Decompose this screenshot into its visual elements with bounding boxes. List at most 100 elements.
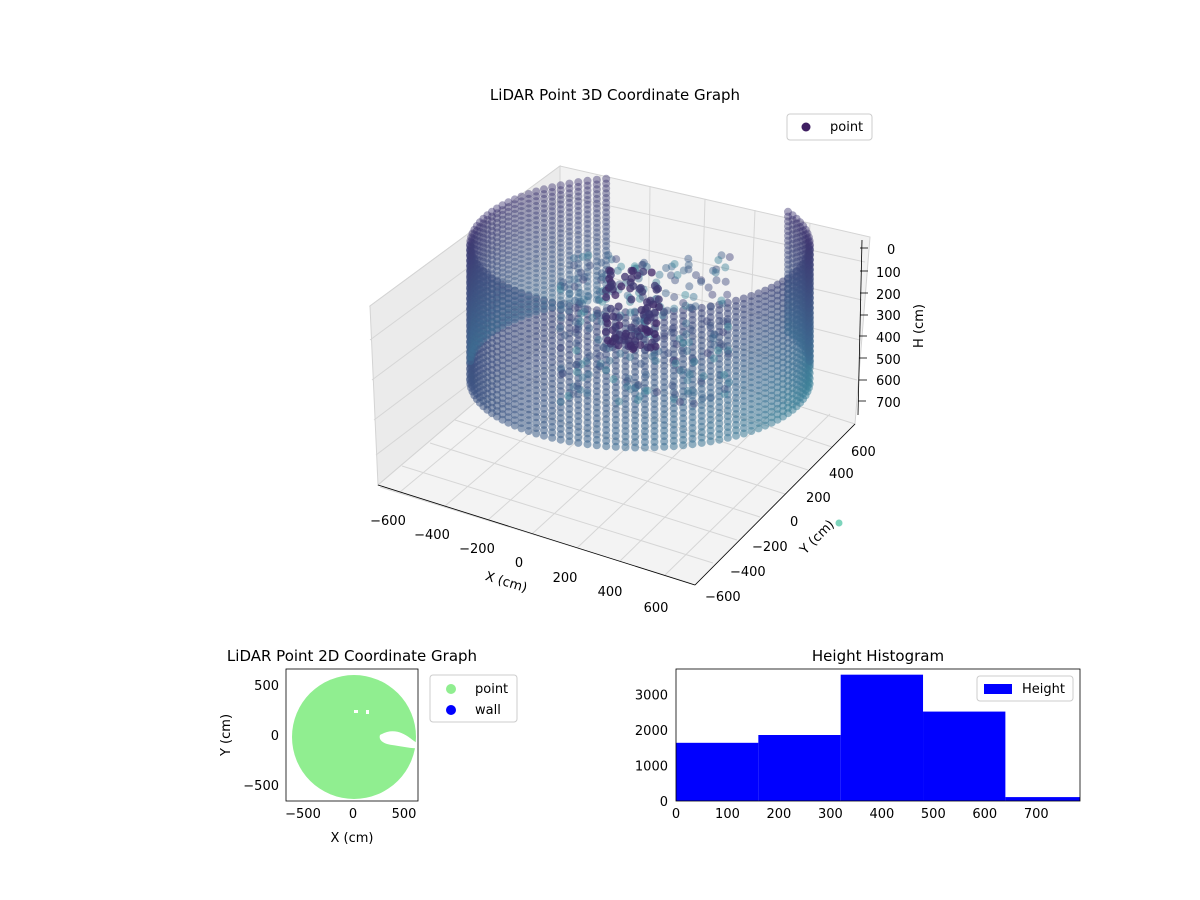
cloud-point <box>470 292 479 301</box>
cloud-point <box>801 230 810 239</box>
cloud-point <box>556 397 565 406</box>
cloud-point <box>483 240 492 248</box>
cloud-point <box>801 316 810 325</box>
cloud-point <box>548 274 557 283</box>
cloud-point <box>578 252 587 261</box>
cloud-point <box>615 397 623 406</box>
cloud-point <box>565 184 574 193</box>
cloud-point <box>670 293 679 302</box>
cloud-point <box>574 187 583 196</box>
cloud-point <box>805 261 814 270</box>
cloud-point <box>498 268 507 277</box>
cloud-point <box>467 290 476 299</box>
cloud-point <box>784 303 792 312</box>
cloud-point <box>466 294 475 303</box>
cloud-point <box>720 370 729 379</box>
cloud-point <box>479 320 488 329</box>
cloud-point <box>799 226 808 235</box>
cloud-point <box>723 290 732 299</box>
plot-area-2d <box>292 675 418 799</box>
cloud-point <box>556 224 565 233</box>
cloud-point <box>472 236 481 245</box>
cloud-point <box>592 180 601 189</box>
cloud-point <box>466 246 475 255</box>
cloud-point <box>467 334 476 343</box>
cloud-point <box>578 299 587 308</box>
cloud-point <box>784 270 792 279</box>
cloud-point <box>683 347 692 355</box>
cloud-point <box>470 307 479 316</box>
cloud-point <box>532 187 541 196</box>
y-tick-label: 400 <box>829 467 854 482</box>
cloud-point <box>493 214 501 223</box>
cloud-point <box>602 442 611 451</box>
cloud-point <box>804 233 813 242</box>
cloud-point <box>583 440 592 449</box>
cloud-point <box>483 321 492 330</box>
cloud-point <box>565 290 574 298</box>
cloud-point <box>655 303 663 311</box>
cloud-point <box>592 175 601 184</box>
cloud-point <box>690 358 699 366</box>
cloud-point <box>599 343 608 352</box>
x-tick-label: −600 <box>370 514 406 529</box>
cloud-point <box>803 287 812 296</box>
cloud-point <box>475 275 484 284</box>
cloud-point <box>682 330 691 339</box>
cloud-point <box>488 294 496 303</box>
cloud-point <box>602 184 611 193</box>
cloud-point <box>548 216 557 225</box>
cloud-point <box>592 266 601 275</box>
cloud-point <box>466 285 475 294</box>
cloud-point <box>583 253 592 262</box>
cloud-point <box>583 277 592 286</box>
cloud-point <box>517 245 526 254</box>
cloud-point <box>788 278 797 287</box>
cloud-point <box>643 298 651 307</box>
cloud-point <box>792 291 801 300</box>
cloud-point <box>792 334 801 343</box>
cloud-point <box>583 229 592 238</box>
cloud-point <box>796 271 805 280</box>
cloud-point <box>466 289 475 298</box>
cloud-point <box>498 234 507 243</box>
cloud-point <box>498 244 507 253</box>
cloud-point <box>804 281 813 290</box>
cloud-point <box>805 313 814 322</box>
cloud-point <box>724 349 733 358</box>
chart-3d-title: LiDAR Point 3D Coordinate Graph <box>490 86 740 104</box>
cloud-point <box>602 227 611 236</box>
cloud-point <box>605 356 614 365</box>
cloud-point <box>510 310 519 319</box>
cloud-point <box>466 299 475 308</box>
cloud-point <box>603 336 612 345</box>
cloud-point <box>504 217 513 226</box>
cloud-point <box>634 380 643 389</box>
cloud-point <box>540 266 548 275</box>
cloud-point <box>799 222 808 230</box>
cloud-point <box>643 328 652 337</box>
cloud-point <box>510 257 519 266</box>
cloud-point <box>532 254 541 263</box>
cloud-point <box>585 352 594 361</box>
cloud-point <box>799 327 808 336</box>
cloud-point <box>799 255 808 264</box>
cloud-point <box>504 255 513 264</box>
cloud-point <box>616 349 625 358</box>
cloud-point <box>721 263 730 272</box>
cloud-point <box>493 252 501 261</box>
cloud-point <box>498 249 507 258</box>
cloud-point <box>548 269 557 278</box>
cloud-point <box>799 260 808 269</box>
cloud-point <box>689 399 698 408</box>
cloud-point <box>475 256 484 265</box>
cloud-point <box>504 241 513 250</box>
cloud-point <box>548 255 557 264</box>
cloud-point <box>593 309 602 318</box>
cloud-point <box>567 313 576 322</box>
cloud-point <box>524 286 533 294</box>
cloud-point <box>624 374 633 383</box>
cloud-point <box>479 219 488 228</box>
cloud-point <box>719 317 728 326</box>
cloud-point <box>697 377 706 386</box>
